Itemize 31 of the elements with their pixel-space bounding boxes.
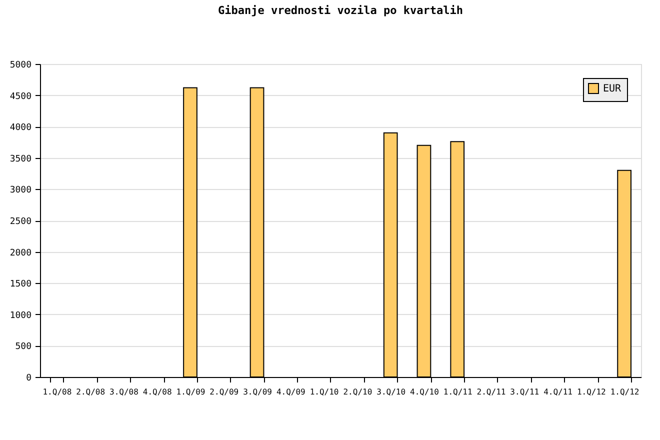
- x-tick-label: 2.Q/08: [76, 388, 106, 396]
- x-tick-label: 4.Q/09: [276, 388, 306, 396]
- x-tick-label: 1.Q/12: [610, 388, 640, 396]
- y-tick-label: 4500: [10, 92, 32, 102]
- y-tick-label: 2000: [10, 248, 32, 258]
- x-tick-label: 2.Q/09: [210, 388, 239, 396]
- x-tick-label: 1.Q/10: [310, 388, 339, 396]
- y-tick-label: 0: [26, 374, 32, 384]
- y-tick-label: 4000: [10, 123, 32, 134]
- x-tick-label: 1.Q/11: [443, 388, 472, 396]
- x-tick-label: 2.Q/10: [343, 388, 372, 396]
- x-tick-label: 1.Q/08: [42, 388, 72, 396]
- y-tick-label: 1000: [10, 310, 32, 321]
- chart-title: Gibanje vrednosti vozila po kvartalih: [218, 4, 464, 17]
- y-tick-label: 1500: [10, 280, 32, 290]
- y-tick-label: 3500: [10, 154, 32, 164]
- x-tick-label: 2.Q/11: [476, 388, 506, 396]
- x-tick-label: 3.Q/08: [110, 388, 139, 396]
- x-tick-label: 3.Q/11: [510, 388, 540, 396]
- x-tick-label: 1.Q/12: [576, 388, 606, 396]
- x-tick-label: 4.Q/08: [142, 388, 172, 396]
- legend-label: EUR: [603, 84, 622, 94]
- y-tick-label: 500: [15, 342, 32, 352]
- y-tick-label: 5000: [10, 60, 32, 70]
- y-tick-label: 2500: [10, 217, 32, 227]
- x-tick-label: 3.Q/09: [243, 388, 272, 396]
- x-tick-label: 3.Q/10: [376, 388, 406, 396]
- y-tick-label: 3000: [10, 186, 32, 196]
- x-tick-label: 1.Q/09: [176, 388, 206, 396]
- x-tick-label: 4.Q/10: [410, 388, 440, 396]
- x-tick-label: 4.Q/11: [544, 388, 573, 396]
